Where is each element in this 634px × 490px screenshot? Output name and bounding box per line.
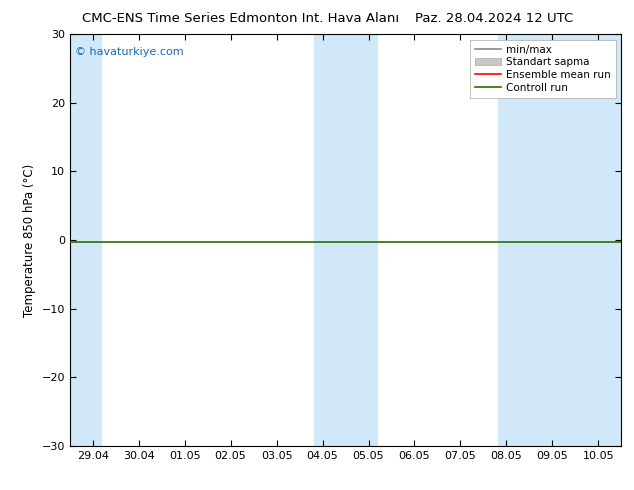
Y-axis label: Temperature 850 hPa (°C): Temperature 850 hPa (°C) <box>23 164 36 317</box>
Bar <box>498 34 621 446</box>
Bar <box>70 34 101 446</box>
Text: Paz. 28.04.2024 12 UTC: Paz. 28.04.2024 12 UTC <box>415 12 574 25</box>
Text: © havaturkiye.com: © havaturkiye.com <box>75 47 184 57</box>
Legend: min/max, Standart sapma, Ensemble mean run, Controll run: min/max, Standart sapma, Ensemble mean r… <box>470 40 616 98</box>
Bar <box>314 34 377 446</box>
Text: CMC-ENS Time Series Edmonton Int. Hava Alanı: CMC-ENS Time Series Edmonton Int. Hava A… <box>82 12 399 25</box>
